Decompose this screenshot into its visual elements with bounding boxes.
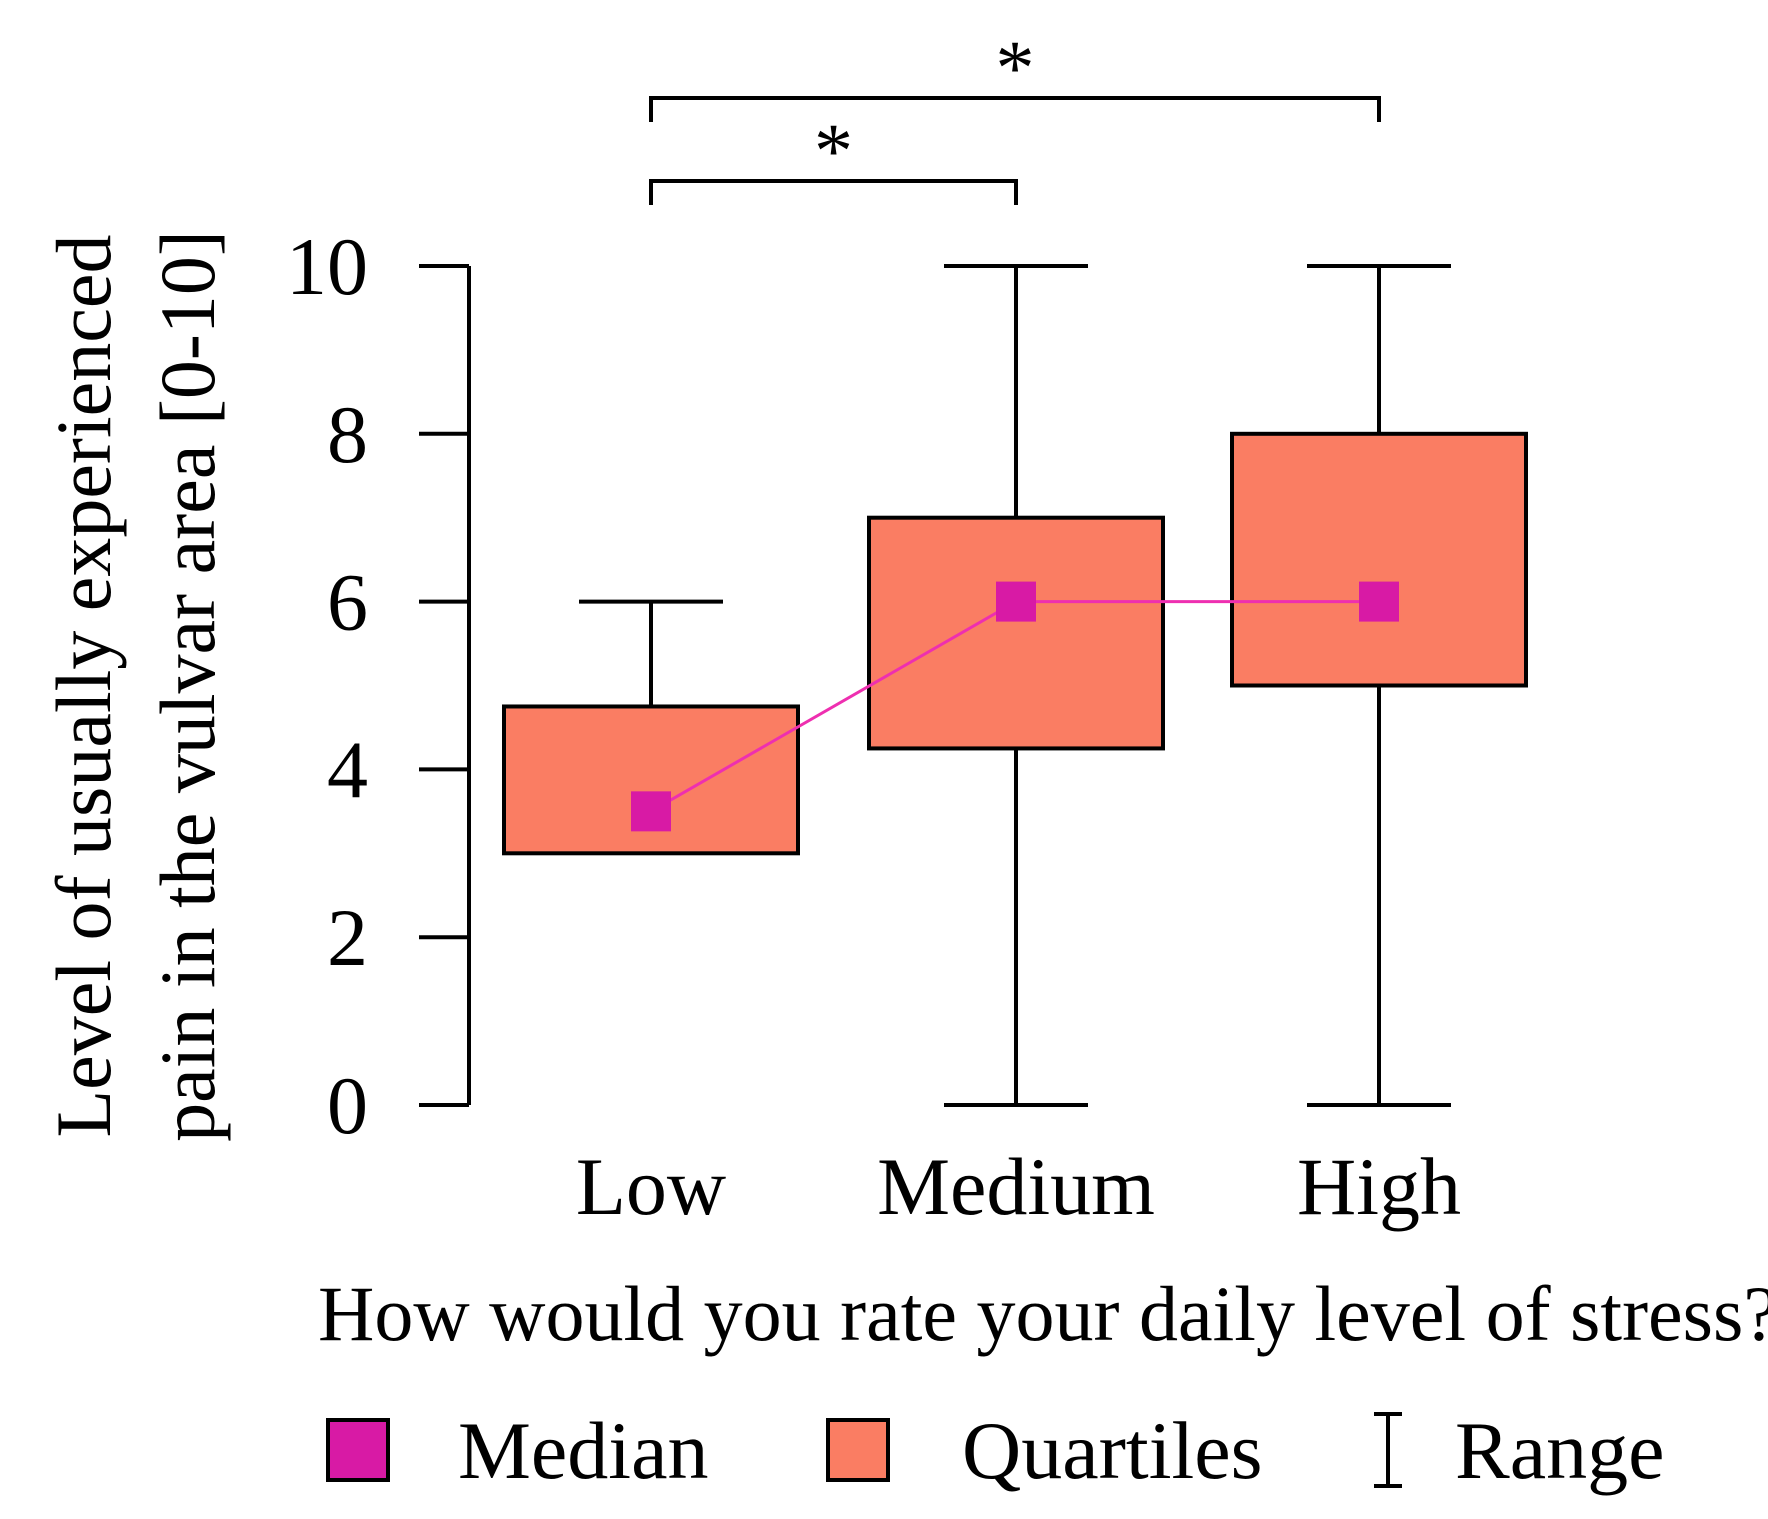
y-axis-title-line-1: Level of usually experienced <box>40 234 127 1137</box>
sig-bracket-low-medium <box>649 179 1018 205</box>
y-tick-label-6: 6 <box>327 557 368 648</box>
median-marker-high <box>1359 581 1399 622</box>
boxes <box>502 431 1528 856</box>
y-axis-title-line-2: pain in the vulvar area [0-10] <box>144 230 231 1142</box>
whiskers <box>579 264 1451 1107</box>
y-tick-label-4: 4 <box>327 724 368 815</box>
y-tick-label-0: 0 <box>327 1060 368 1151</box>
legend-median-swatch <box>326 1418 390 1482</box>
box-medium <box>867 515 1165 751</box>
category-label-low: Low <box>576 1141 726 1232</box>
legend-median-label: Median <box>458 1405 708 1496</box>
category-labels: Low Medium High <box>576 1141 1461 1232</box>
legend-quartiles-swatch <box>826 1418 890 1482</box>
legend: Median Quartiles Range <box>326 1405 1664 1496</box>
y-tick-label-10: 10 <box>286 221 368 312</box>
median-marker-medium <box>996 581 1036 622</box>
y-tick-label-8: 8 <box>327 389 368 480</box>
y-tick-label-2: 2 <box>327 892 368 983</box>
sig-bracket-low-high-label: * <box>996 24 1035 111</box>
legend-range-label: Range <box>1455 1405 1664 1496</box>
significance-brackets: ** <box>649 24 1381 205</box>
legend-range-swatch <box>1374 1412 1402 1488</box>
median-marker-low <box>631 791 671 832</box>
box-high <box>1230 431 1528 688</box>
category-label-high: High <box>1297 1141 1461 1232</box>
y-axis: 0 2 4 6 8 10 <box>286 221 471 1151</box>
category-label-medium: Medium <box>877 1141 1155 1232</box>
x-axis-title: How would you rate your daily level of s… <box>318 1270 1768 1357</box>
legend-quartiles-label: Quartiles <box>962 1405 1263 1496</box>
y-axis-title: Level of usually experienced pain in the … <box>40 230 231 1142</box>
sig-bracket-low-high <box>649 96 1381 122</box>
sig-bracket-low-medium-label: * <box>814 107 853 194</box>
medians <box>631 581 1399 832</box>
